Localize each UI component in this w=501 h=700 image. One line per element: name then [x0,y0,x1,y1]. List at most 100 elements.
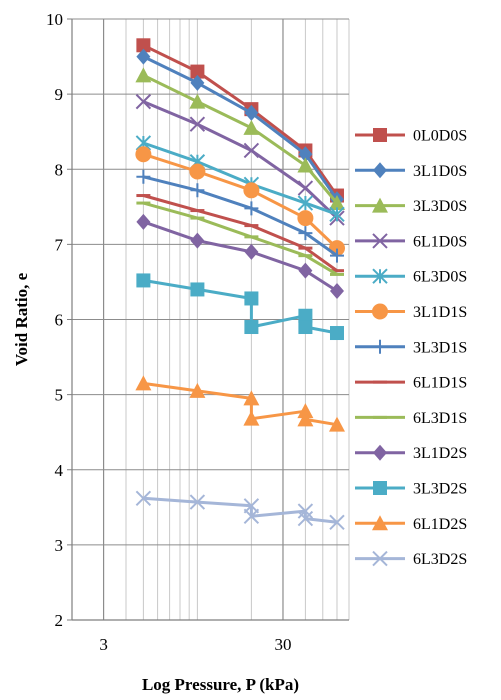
data-point [297,210,314,227]
data-point [297,411,314,427]
legend-entry: 6L3D2S [355,550,467,568]
legend-label: 0L0D0S [413,128,467,145]
data-point [244,201,259,216]
legend-swatch-marker [373,162,387,179]
legend-label: 6L3D0S [413,269,467,286]
data-point [243,410,260,426]
legend-entry: 6L1D2S [355,515,467,533]
data-point [297,157,314,173]
x-tick-label: 30 [274,635,291,654]
data-point [328,416,345,432]
legend-entry: 6L3D1S [355,410,467,427]
x-tick-label: 3 [99,635,108,654]
plot-series [135,38,345,531]
legend-label: 3L1D2S [413,445,467,462]
legend-swatch-marker [372,233,388,249]
legend-label: 6L3D2S [413,551,467,568]
data-point [297,510,314,527]
data-point [243,508,260,525]
data-point [243,119,260,135]
y-axis-title: Void Ratio, e [12,272,31,366]
data-point [189,494,206,510]
data-point [298,226,313,241]
data-point [135,93,152,110]
data-point [298,146,313,163]
x-axis-title: Log Pressure, P (kPa) [142,675,299,694]
y-tick-label: 4 [55,461,64,480]
data-point [136,169,151,184]
legend-entry: 6L1D0S [355,233,467,250]
axes: 2 3 4 5 6 7 8 9 10 3 30 [46,10,349,654]
data-point [329,514,345,531]
data-point [136,273,151,288]
data-point [244,291,259,306]
data-point [329,206,345,223]
data-point [328,195,345,211]
legend-entry: 6L3D0S [355,268,467,286]
series-3L3D1S [136,169,344,263]
y-tick-label: 10 [46,10,63,29]
series-3L3D2S [136,273,344,341]
legend-label: 3L3D2S [413,481,467,498]
legend-entry: 3L3D1S [355,339,467,356]
data-point [136,213,151,230]
y-tick-label: 9 [55,85,64,104]
legend-swatch-marker [372,515,388,531]
data-point [244,320,259,335]
data-point [297,195,314,211]
y-tick-label: 5 [55,386,64,405]
y-tick-label: 7 [55,235,64,254]
data-point [190,282,205,297]
data-point [189,93,206,109]
data-point [189,382,206,398]
data-point [329,248,344,263]
y-tick-label: 3 [55,536,64,555]
data-point [189,116,206,132]
y-tick-label: 6 [55,311,64,330]
data-point [135,375,152,391]
data-point [297,180,314,196]
data-point [243,182,260,199]
data-point [298,320,313,335]
data-point [244,243,259,260]
legend-label: 6L1D1S [413,375,467,392]
data-point [297,403,314,419]
legend-swatch-marker [372,268,388,284]
legend-entry: 0L0D0S [355,128,467,145]
data-point [190,74,205,91]
data-point [329,326,344,341]
data-point [190,64,205,79]
data-point [135,67,152,83]
legend-entry: 6L1D1S [355,375,467,392]
legend-label: 3L1D0S [413,163,467,180]
legend-entry: 3L1D0S [355,162,467,180]
data-point [243,142,260,159]
legend-swatch-marker [373,481,387,495]
legend-entry: 3L1D2S [355,444,467,462]
legend-swatch-marker [372,197,388,213]
series-3L3D0S [135,67,345,211]
series-3L1D2S [136,213,344,299]
data-point [243,390,260,406]
data-point [190,183,205,198]
data-point [298,262,313,279]
y-tick-label: 8 [55,160,64,179]
data-point [136,48,151,65]
data-point [329,282,344,299]
series-6L3D1S [136,201,344,276]
legend-label: 6L1D0S [413,233,467,250]
data-point [190,232,205,249]
legend-label: 3L3D0S [413,198,467,215]
legend-label: 6L3D1S [413,410,467,427]
legend-label: 6L1D2S [413,516,467,533]
data-point [244,104,259,121]
series-6L1D2S [135,375,345,432]
legend-swatch-marker [373,339,387,354]
legend-label: 3L1D1S [413,304,467,321]
data-point [297,503,314,519]
data-point [136,38,151,53]
legend-swatch-marker [372,303,388,320]
data-point [135,490,152,507]
legend-entry: 3L3D2S [355,481,467,498]
